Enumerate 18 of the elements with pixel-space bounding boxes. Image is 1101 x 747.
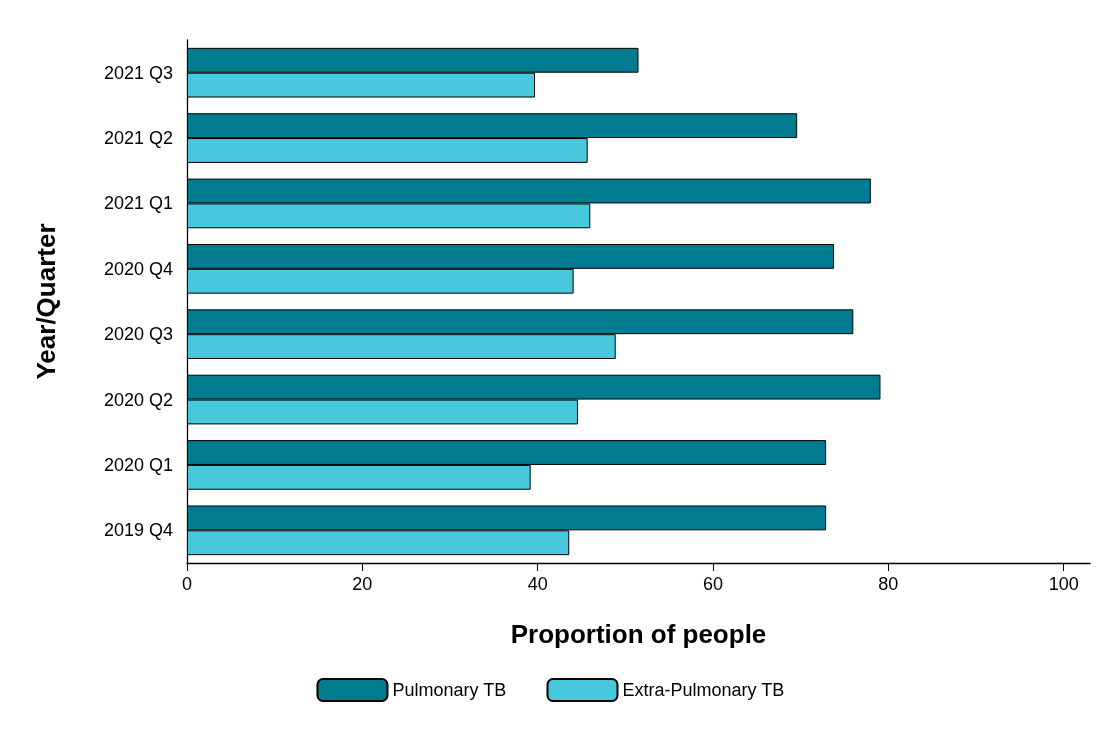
x-axis-title: Proportion of people [510, 619, 767, 649]
y-tick-label: 2019 Q4 [103, 520, 173, 541]
x-tick-label: 40 [527, 574, 548, 594]
legend-label: Pulmonary TB [392, 680, 507, 700]
x-tick-label: 80 [878, 574, 899, 594]
x-tick-label: 60 [703, 574, 724, 594]
legend-label: Extra-Pulmonary TB [622, 680, 785, 700]
y-tick-label: 2020 Q3 [103, 324, 173, 345]
y-axis-title: Year/Quarter [31, 223, 61, 380]
y-tick-label: 2020 Q1 [103, 454, 173, 475]
x-tick-label: 0 [181, 574, 193, 594]
y-tick-label: 2021 Q1 [103, 193, 173, 214]
y-tick-label: 2020 Q4 [103, 258, 173, 279]
x-tick-label: 100 [1048, 574, 1079, 594]
y-tick-label: 2020 Q2 [103, 389, 173, 410]
y-tick-label: 2021 Q2 [103, 128, 173, 149]
y-tick-label: 2021 Q3 [103, 62, 173, 83]
x-tick-label: 20 [352, 574, 373, 594]
